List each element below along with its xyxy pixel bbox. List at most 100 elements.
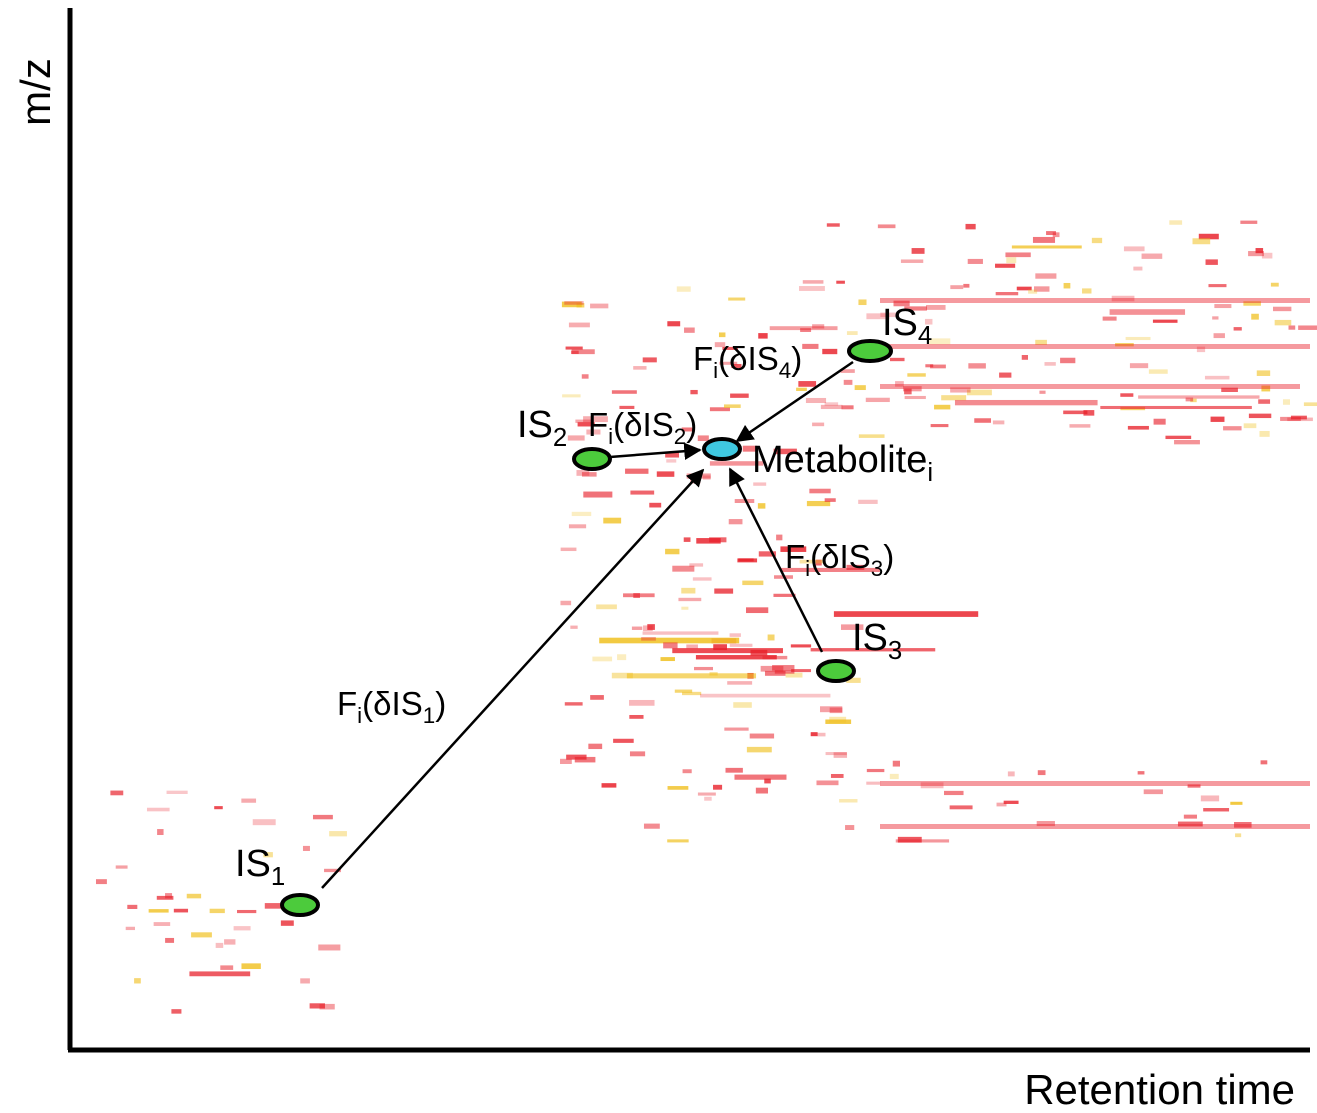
node-label: IS3 (852, 617, 902, 665)
arrow (728, 467, 824, 653)
heatmap-streak (866, 768, 885, 773)
label-text: F (588, 406, 608, 443)
heatmap-streak (1063, 410, 1088, 415)
heatmap-streak (1282, 399, 1290, 405)
heatmap-streak (925, 364, 934, 368)
node-label: Metabolitei (752, 439, 933, 487)
heatmap-streak (911, 248, 925, 254)
heatmap-streak (799, 286, 825, 291)
heatmap-streak (241, 963, 261, 970)
heatmap-streak (822, 348, 838, 355)
heatmap-streak (753, 482, 767, 486)
heatmap-streak (816, 780, 839, 786)
heatmap-streak (215, 942, 224, 948)
heatmap-streak (995, 292, 1019, 296)
heatmap-streak (1165, 435, 1192, 440)
heatmap-streak (730, 393, 749, 398)
heatmap-streak (742, 580, 764, 586)
heatmap-streak (1183, 814, 1198, 819)
heatmap-streak (617, 654, 627, 661)
heatmap-streak (841, 405, 854, 410)
heatmap-streak (1052, 232, 1060, 238)
heatmap-streak (1223, 426, 1242, 431)
heatmap-streak (1091, 237, 1103, 244)
heatmap-streak (949, 805, 973, 810)
heatmap-streak (1152, 319, 1178, 323)
heatmap-streak (173, 908, 189, 913)
heatmap-streak (725, 767, 743, 773)
heatmap-streak (728, 297, 746, 301)
heatmap-streak (672, 648, 783, 654)
heatmap-streak (1011, 245, 1082, 249)
heatmap-streak (800, 328, 812, 332)
heatmap-streak (1148, 369, 1168, 374)
heatmap-streak (631, 626, 643, 630)
heatmap-streak (866, 781, 881, 785)
heatmap-streak (746, 746, 772, 753)
heatmap-streak (590, 695, 604, 700)
heatmap-streak (1039, 390, 1046, 394)
heatmap-streak (967, 258, 983, 264)
heatmap-streak (1063, 282, 1071, 289)
heatmap-streak (683, 537, 691, 542)
heatmap-streak (157, 829, 164, 836)
heatmap-streak (583, 416, 608, 423)
heatmap-streak (877, 224, 896, 229)
heatmap-streak (666, 459, 677, 463)
heatmap-streak (713, 784, 723, 790)
heatmap-streak (880, 298, 1310, 303)
heatmap-streak (642, 631, 719, 635)
heatmap-streak (1129, 363, 1149, 369)
heatmap-streak (674, 689, 693, 693)
heatmap-streak (702, 475, 711, 480)
heatmap-streak (930, 364, 946, 369)
heatmap-streak (798, 381, 817, 387)
heatmap-streak (696, 538, 721, 544)
heatmap-streak (734, 774, 787, 780)
heatmap-streak (1255, 248, 1264, 254)
heatmap-streak (974, 418, 992, 423)
heatmap-streak (264, 903, 283, 909)
heatmap-streak (1006, 257, 1017, 264)
heatmap-streak (965, 223, 976, 230)
arrow (735, 360, 854, 443)
heatmap-streak (895, 839, 950, 843)
subscript: i (927, 459, 933, 487)
heatmap-streak (820, 706, 843, 713)
heatmap-streak (1243, 423, 1257, 429)
heatmap-streak (1198, 233, 1219, 240)
heatmap-streak (728, 519, 743, 525)
heatmap-streak (95, 879, 107, 885)
heatmap-streak (633, 366, 647, 370)
heatmap-streak (924, 318, 933, 325)
subscript: i (805, 556, 810, 581)
heatmap-streak (171, 1009, 182, 1014)
label-text: ) (686, 406, 697, 443)
label-text: ) (435, 685, 446, 722)
label-text: (δIS (718, 340, 779, 377)
heatmap-streak (224, 939, 236, 945)
heatmap-streak (1046, 231, 1056, 236)
heatmap-streak (729, 643, 753, 647)
heatmap-streak (300, 978, 310, 984)
heatmap-streak (1259, 430, 1270, 437)
heatmap-streak (619, 405, 635, 409)
heatmap-streak (995, 263, 1016, 268)
heatmap-streak (1177, 821, 1203, 827)
heatmap-streak (1298, 325, 1317, 330)
label-text: IS (235, 843, 271, 885)
x-axis-label: Retention time (1024, 1066, 1295, 1113)
heatmap-streak (641, 637, 656, 641)
heatmap-streak (309, 1003, 325, 1009)
heatmap-streak (934, 404, 951, 410)
heatmap-streak (667, 839, 689, 843)
heatmap-streak (897, 836, 922, 843)
heatmap-streak (1208, 284, 1227, 288)
label-text: ) (791, 340, 802, 377)
label-text: F (785, 538, 805, 575)
heatmap-streak (1187, 784, 1201, 788)
heatmap-streak (839, 799, 858, 803)
heatmap-streak (1016, 286, 1032, 291)
heatmap-streak (880, 312, 897, 318)
heatmap-streak (757, 503, 766, 509)
